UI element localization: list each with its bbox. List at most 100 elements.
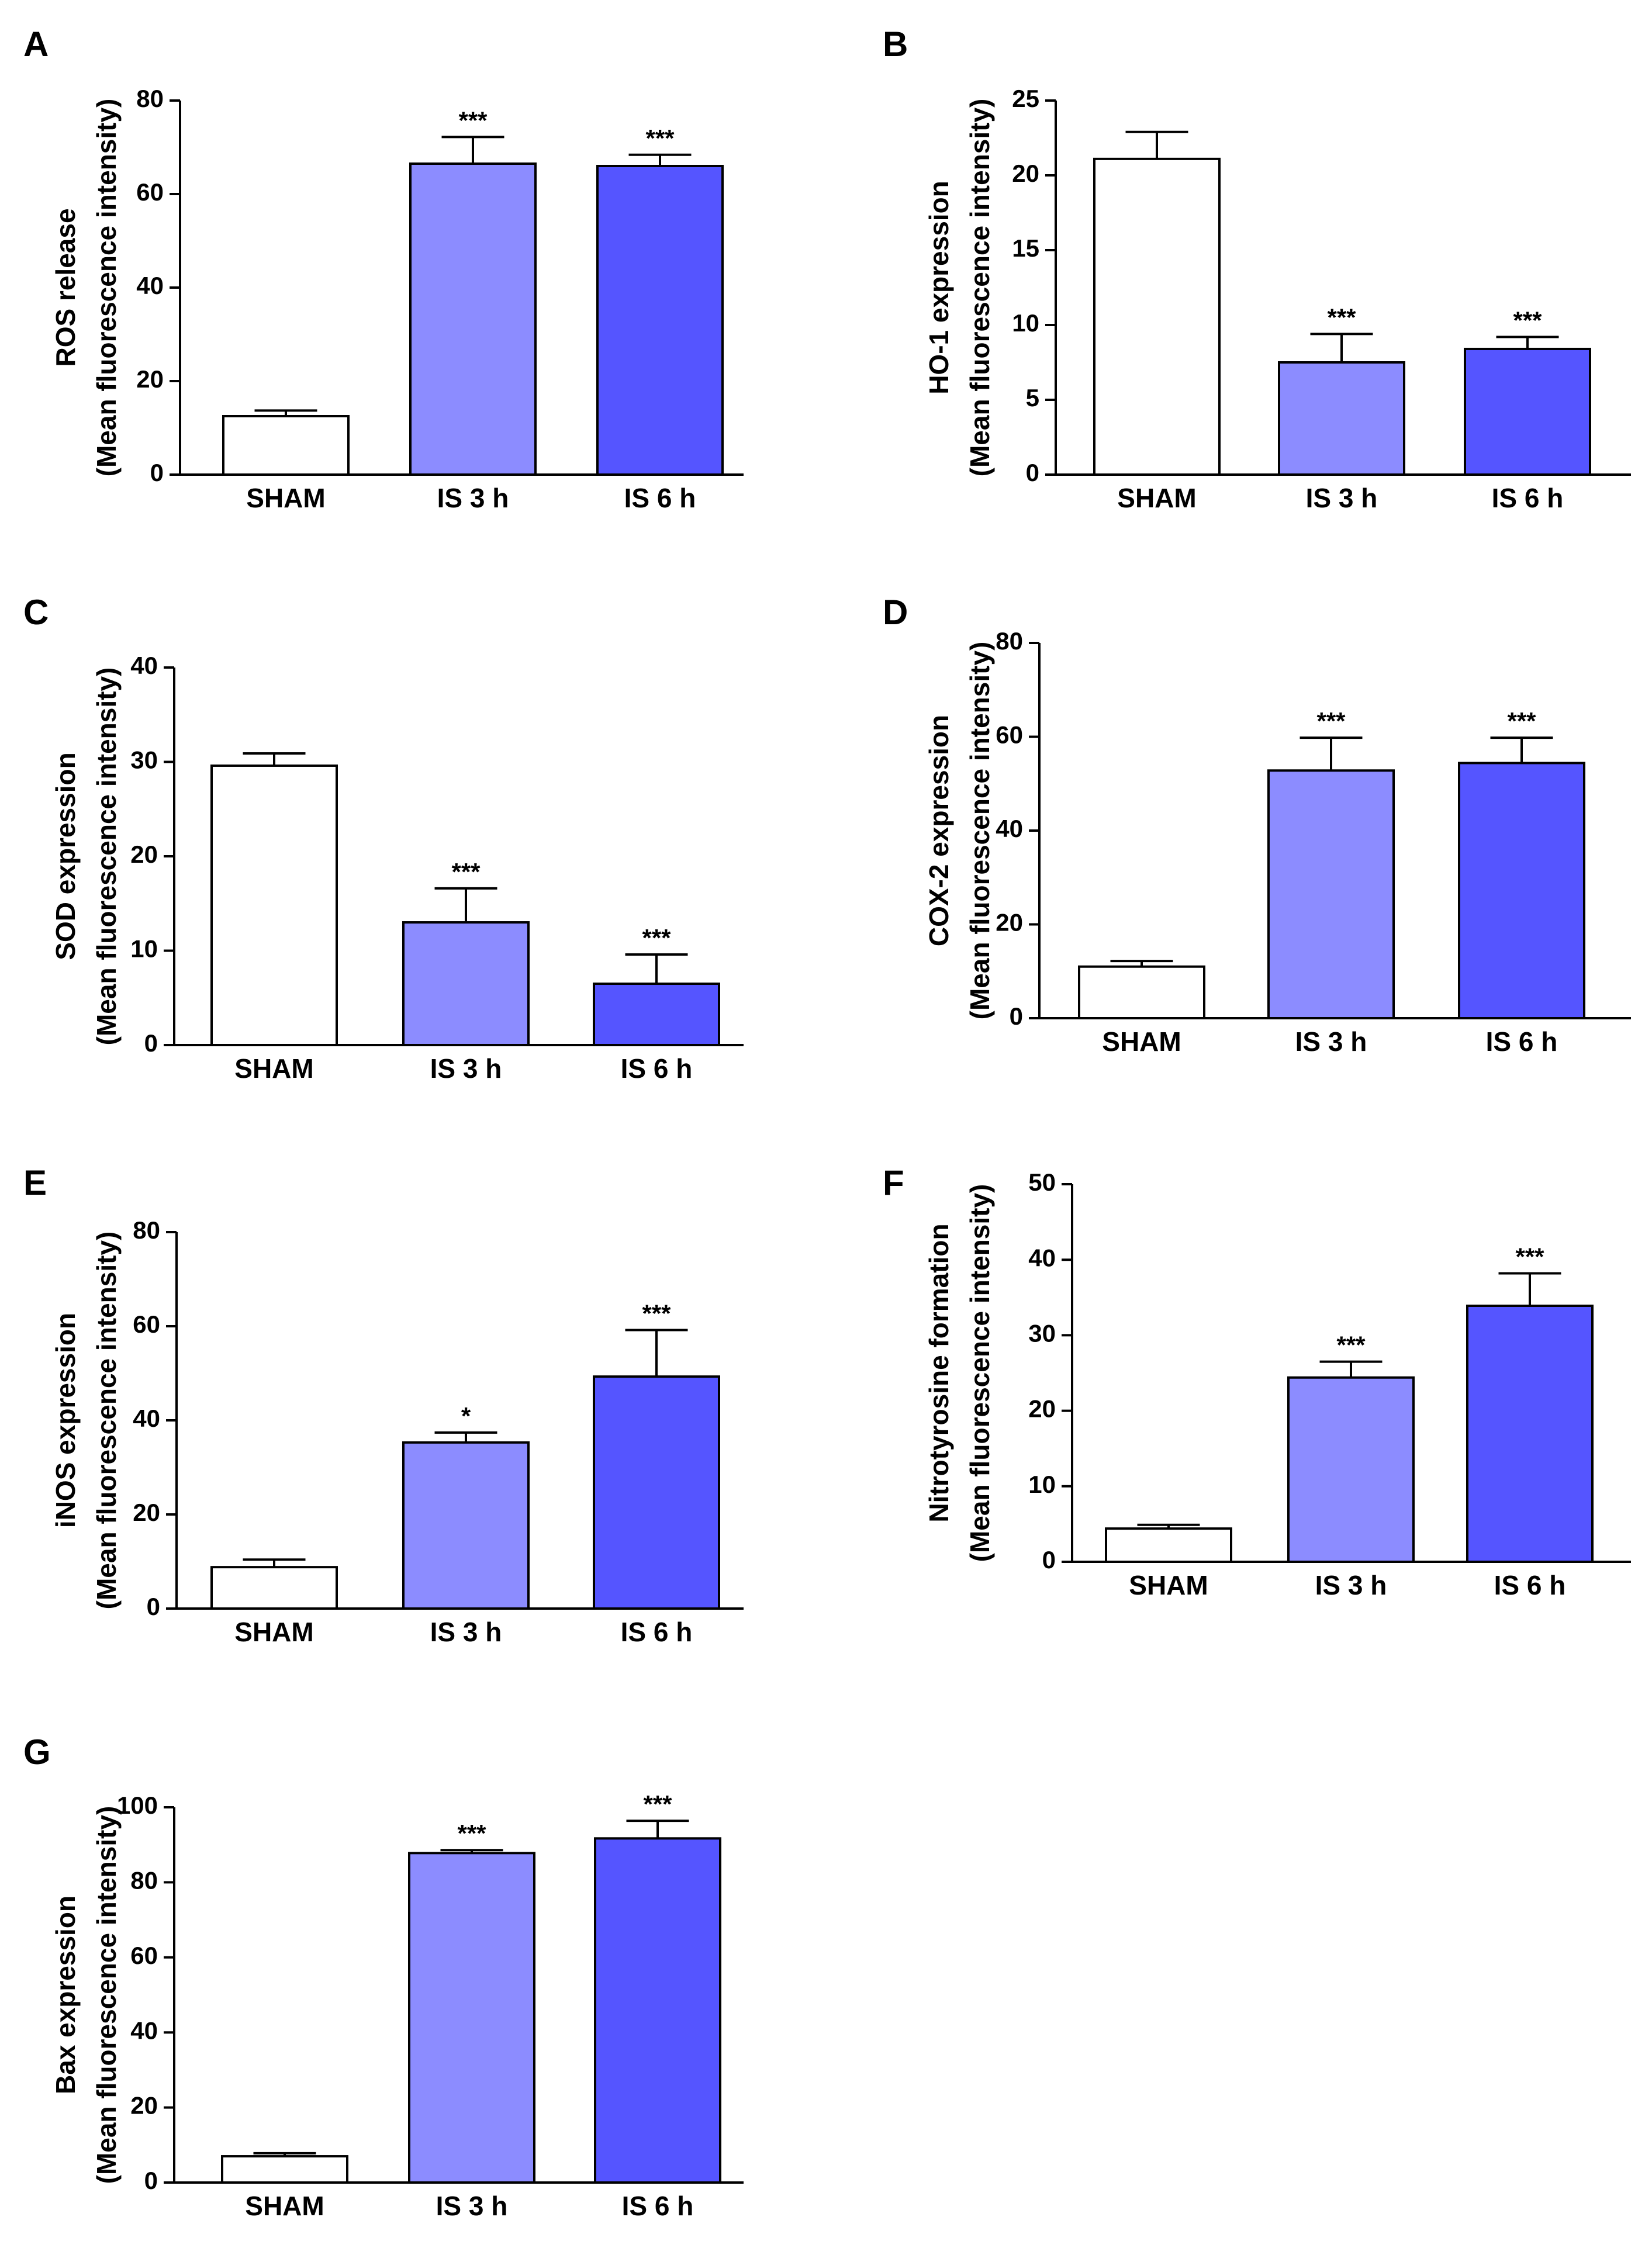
significance-label: * [461,1402,471,1430]
significance-label: *** [457,1820,486,1847]
significance-label: *** [645,124,675,152]
panel-e: E 0 20 40 60 80 iNOS expression (Mean fluoresce… [23,1163,744,1647]
y-tick-label: 20 [1012,160,1039,187]
y-tick-label: 10 [130,935,158,963]
y-tick-label: 25 [1012,85,1039,112]
bar [1078,965,1205,1019]
y-axis-label: (Mean fluorescence intensity) [965,99,995,477]
bar [1105,1527,1232,1564]
bar [402,921,530,1047]
y-axis-label: SOD expression [50,752,81,960]
y-axis-label: (Mean fluorescence intensity) [91,668,122,1046]
y-tick-label: 40 [136,272,164,299]
bar [594,1837,721,2184]
y-tick-label: 80 [136,85,164,112]
panel-letter: A [23,25,49,64]
category-label: IS 6 h [621,1617,693,1647]
category-label: SHAM [1117,483,1196,513]
y-axis-label: (Mean fluorescence intensity) [965,1184,995,1562]
significance-label: *** [1327,303,1356,331]
y-tick-label: 0 [1042,1546,1056,1573]
category-label: IS 3 h [430,1617,502,1647]
panel-f: F 0 10 20 30 40 50 Nitrotyrosine formation (Mean… [883,1163,1631,1600]
y-axis-label: COX-2 expression [924,715,954,946]
panel-letter: B [883,25,908,64]
y-tick-label: 50 [1028,1168,1056,1196]
y-axis-label: HO-1 expression [924,181,954,395]
y-tick-label: 60 [133,1310,160,1338]
y-tick-label: 20 [996,909,1023,936]
category-label: IS 3 h [1306,483,1378,513]
panel-b: B 0 5 10 15 20 25 HO-1 expression (Mean fluoresc… [883,25,1631,513]
bar [1267,769,1395,1020]
y-axis-label: (Mean fluorescence intensity) [91,1232,122,1610]
y-tick-label: 0 [1010,1002,1023,1030]
bar [593,1375,720,1610]
y-axis-label: (Mean fluorescence intensity) [965,642,995,1020]
y-tick-label: 5 [1026,384,1039,411]
bar [210,764,338,1046]
category-label: SHAM [246,483,325,513]
category-label: IS 3 h [430,1053,502,1084]
category-label: IS 6 h [621,1053,693,1084]
panel-c: C 0 10 20 30 40 SOD expression (Mean fluorescen… [23,593,744,1084]
category-label: IS 3 h [437,483,509,513]
y-tick-label: 20 [130,2092,158,2119]
category-label: SHAM [234,1617,313,1647]
y-tick-label: 10 [1012,309,1039,337]
y-tick-label: 80 [996,627,1023,655]
significance-label: *** [1515,1243,1544,1270]
panel-letter: D [883,593,908,632]
y-axis-label: Nitrotyrosine formation [924,1223,954,1522]
category-label: IS 3 h [436,2191,508,2221]
y-tick-label: 0 [150,459,164,486]
bar [408,1852,535,2184]
y-tick-label: 80 [133,1216,160,1244]
y-tick-label: 80 [130,1866,158,1894]
y-tick-label: 20 [1028,1395,1056,1423]
category-label: SHAM [1129,1570,1208,1600]
bar [1093,157,1221,476]
y-axis-label: iNOS expression [50,1313,81,1528]
y-tick-label: 60 [996,721,1023,749]
y-tick-label: 0 [1026,459,1039,486]
significance-label: *** [458,106,488,134]
category-label: IS 3 h [1315,1570,1387,1600]
significance-label: *** [1513,306,1542,334]
significance-label: *** [1507,707,1536,735]
y-tick-label: 40 [996,815,1023,842]
y-axis-label: Bax expression [50,1896,81,2094]
panel-letter: G [23,1732,51,1772]
category-label: IS 3 h [1295,1026,1367,1057]
bar [409,162,537,476]
bar [1278,361,1405,476]
significance-label: *** [451,858,481,886]
category-label: IS 6 h [1494,1570,1566,1600]
y-tick-label: 30 [1028,1319,1056,1347]
bar [1464,347,1591,476]
category-label: IS 6 h [624,483,696,513]
bar [593,983,720,1047]
panel-letter: C [23,593,49,632]
bar [221,2155,348,2184]
y-tick-label: 20 [130,841,158,868]
bar [596,165,724,476]
y-tick-label: 40 [1028,1244,1056,1271]
panel-g: G 0 20 40 60 80 100 Bax expression (Mean fluores… [23,1732,744,2221]
y-axis-label: (Mean fluorescence intensity) [91,99,122,477]
y-tick-label: 0 [147,1593,160,1620]
y-tick-label: 40 [130,2017,158,2044]
significance-label: *** [1336,1331,1366,1359]
y-tick-label: 60 [136,178,164,206]
category-label: SHAM [234,1053,313,1084]
bar [222,415,350,476]
y-tick-label: 20 [136,365,164,393]
significance-label: *** [643,1790,672,1818]
significance-label: *** [642,1299,671,1327]
category-label: SHAM [245,2191,324,2221]
y-tick-label: 100 [117,1792,158,1819]
bar [402,1441,530,1610]
bar [1466,1305,1594,1563]
category-label: SHAM [1102,1026,1181,1057]
